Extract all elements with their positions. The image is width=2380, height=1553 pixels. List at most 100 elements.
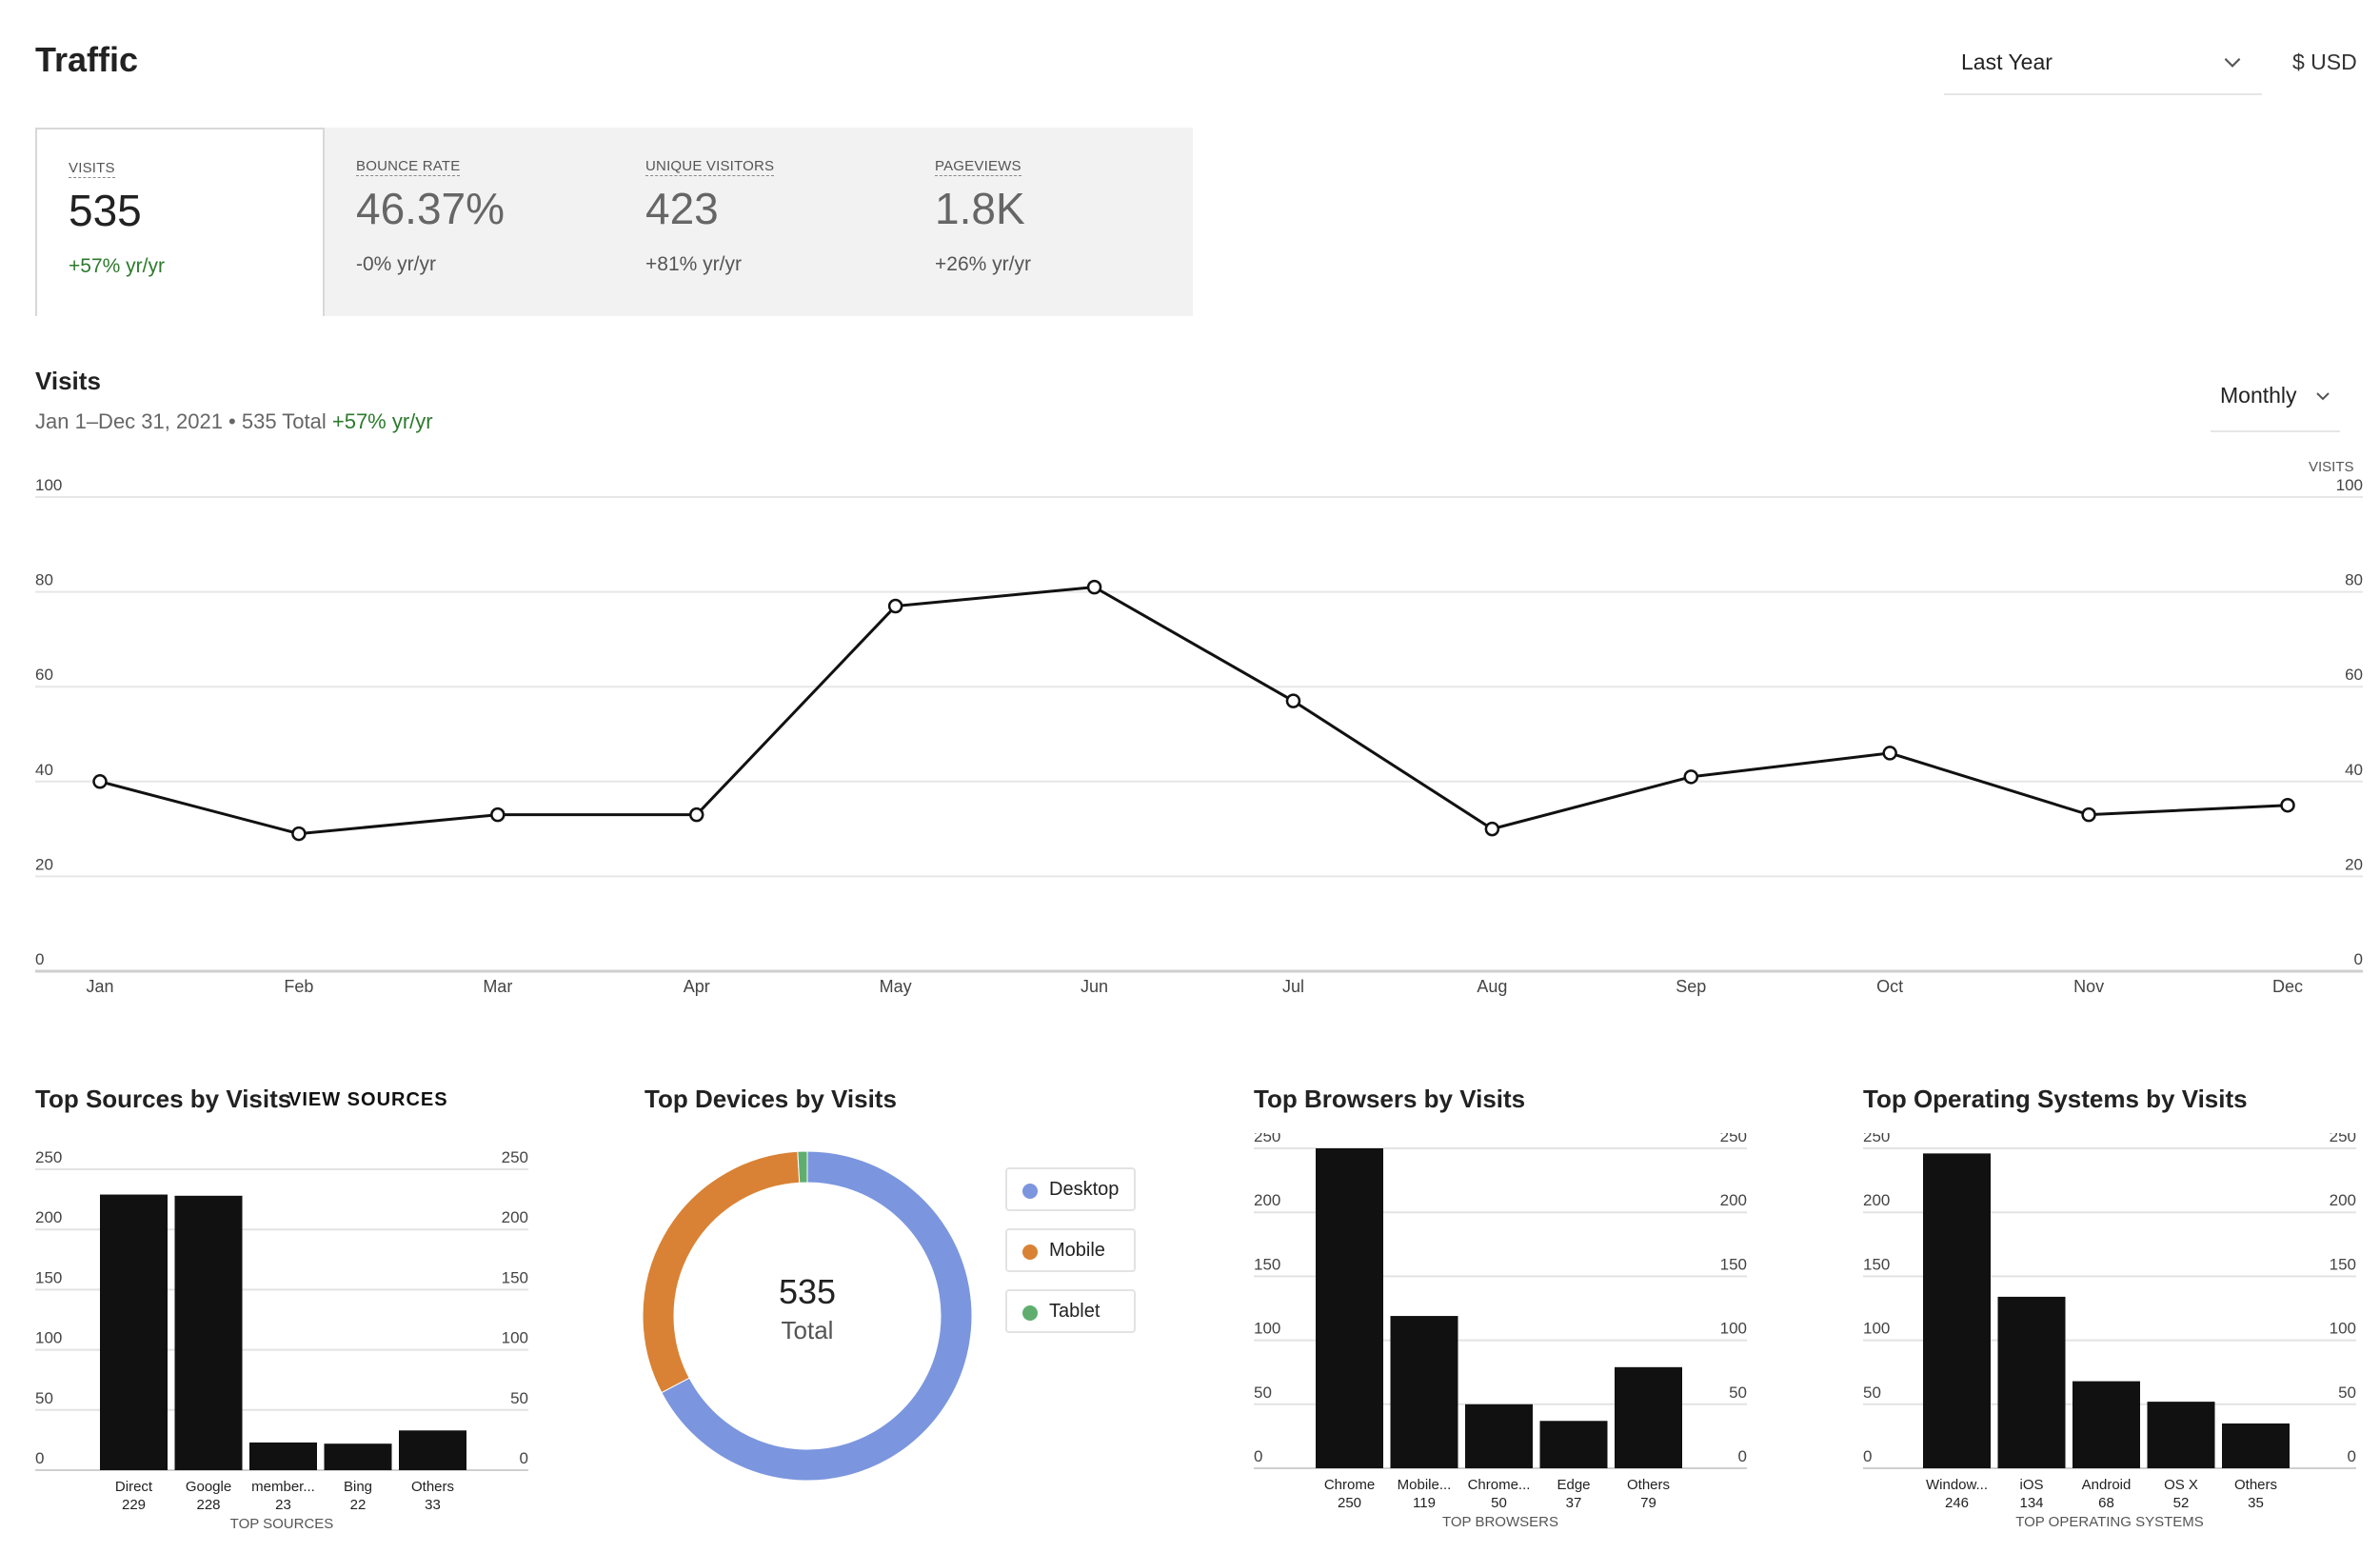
devices-donut-chart xyxy=(642,1150,973,1482)
legend-label: Tablet xyxy=(1049,1301,1101,1322)
data-point xyxy=(291,826,307,842)
bar-value-label: 35 xyxy=(2248,1495,2264,1511)
legend-item-desktop[interactable]: Desktop xyxy=(1005,1167,1136,1211)
os-title: Top Operating Systems by Visits xyxy=(1863,1085,2248,1113)
y-tick-label-right: 50 xyxy=(1729,1384,1747,1402)
chevron-down-icon xyxy=(2316,392,2330,401)
y-tick-label-left: 200 xyxy=(1863,1191,1890,1209)
bar-value-label: 79 xyxy=(1640,1495,1656,1511)
x-tick-label: Aug xyxy=(1477,977,1507,996)
y-tick-label-right: 150 xyxy=(1720,1255,1747,1273)
y-tick-label-left: 40 xyxy=(35,761,53,779)
y-tick-label-right: 0 xyxy=(2354,950,2363,968)
bar-value-label: 23 xyxy=(275,1497,291,1513)
data-point xyxy=(1285,693,1301,708)
bar xyxy=(2147,1402,2215,1468)
bar xyxy=(1997,1296,2066,1468)
kpi-change: -0% yr/yr xyxy=(356,253,436,275)
x-tick-label: Jan xyxy=(86,977,113,996)
y-tick-label-right: 100 xyxy=(2336,476,2363,494)
x-axis-title: TOP BROWSERS xyxy=(1442,1514,1558,1530)
x-tick-label: Jun xyxy=(1081,977,1108,996)
bar-category-label: Mobile... xyxy=(1398,1477,1452,1493)
y-tick-label-right: 80 xyxy=(2345,571,2363,589)
kpi-value: 535 xyxy=(69,186,142,235)
y-tick-label-right: 100 xyxy=(1720,1320,1747,1338)
bar-value-label: 37 xyxy=(1566,1495,1582,1511)
kpi-value: 46.37% xyxy=(356,184,506,233)
legend-item-tablet[interactable]: Tablet xyxy=(1005,1289,1136,1333)
y-tick-label-right: 200 xyxy=(502,1208,528,1226)
x-tick-label: Nov xyxy=(2073,977,2104,996)
y-tick-label-left: 250 xyxy=(1254,1133,1280,1145)
kpi-value: 1.8K xyxy=(935,184,1025,233)
bar xyxy=(100,1194,168,1470)
y-tick-label-left: 50 xyxy=(35,1389,53,1407)
data-point xyxy=(1484,821,1500,837)
visits-subtitle: Jan 1–Dec 31, 2021 • 535 Total +57% yr/y… xyxy=(35,409,433,434)
bar xyxy=(2222,1423,2290,1468)
bar xyxy=(1465,1404,1533,1468)
data-point xyxy=(887,598,903,614)
y-tick-label-left: 150 xyxy=(1863,1255,1890,1273)
bar-value-label: 134 xyxy=(2019,1495,2043,1511)
y-tick-label-right: 250 xyxy=(502,1148,528,1166)
data-point xyxy=(92,774,108,789)
kpi-tabs: VISITS 535 +57% yr/yr BOUNCE RATE 46.37%… xyxy=(35,128,1193,316)
y-tick-label-right: 150 xyxy=(2330,1255,2356,1273)
period-select[interactable]: Monthly xyxy=(2211,373,2340,432)
y-tick-label-left: 20 xyxy=(35,855,53,873)
data-point xyxy=(2081,806,2096,823)
date-range-label: Last Year xyxy=(1961,50,2053,74)
x-tick-label: Sep xyxy=(1676,977,1706,996)
view-sources-link[interactable]: VIEW SOURCES xyxy=(288,1089,448,1110)
y-tick-label-left: 150 xyxy=(35,1268,62,1286)
y-tick-label-left: 0 xyxy=(35,1449,44,1467)
y-tick-label-right: 20 xyxy=(2345,855,2363,873)
x-tick-label: Mar xyxy=(483,977,512,996)
sources-title: Top Sources by Visits xyxy=(35,1085,292,1113)
kpi-change: +57% yr/yr xyxy=(69,255,165,277)
kpi-tab-visits[interactable]: VISITS 535 +57% yr/yr xyxy=(35,128,325,316)
x-axis-title: TOP OPERATING SYSTEMS xyxy=(2015,1514,2204,1530)
bar-category-label: Others xyxy=(2234,1477,2277,1493)
data-point xyxy=(688,806,704,823)
bar xyxy=(1615,1366,1682,1468)
kpi-tab-unique-visitors[interactable]: UNIQUE VISITORS 423 +81% yr/yr xyxy=(614,128,903,316)
bar-value-label: 22 xyxy=(350,1497,367,1513)
legend-dot-mobile xyxy=(1022,1244,1038,1260)
visits-date-total: Jan 1–Dec 31, 2021 • 535 Total xyxy=(35,409,332,433)
donut-total-value: 535 xyxy=(778,1272,837,1311)
currency-selector[interactable]: $ USD xyxy=(2292,50,2357,74)
bar-value-label: 250 xyxy=(1338,1495,1361,1511)
y-tick-label-left: 150 xyxy=(1254,1255,1280,1273)
kpi-tab-pageviews[interactable]: PAGEVIEWS 1.8K +26% yr/yr xyxy=(903,128,1193,316)
y-tick-label-right: 200 xyxy=(1720,1191,1747,1209)
y-tick-label-right: 100 xyxy=(502,1329,528,1347)
data-point xyxy=(1882,746,1897,761)
bar-value-label: 52 xyxy=(2173,1495,2190,1511)
bar-category-label: iOS xyxy=(2019,1477,2043,1493)
bar-category-label: Android xyxy=(2082,1477,2132,1493)
bar-value-label: 229 xyxy=(122,1497,146,1513)
bar xyxy=(1923,1153,1991,1468)
bar-category-label: Edge xyxy=(1557,1477,1590,1493)
legend-item-mobile[interactable]: Mobile xyxy=(1005,1228,1136,1272)
bar xyxy=(1316,1148,1383,1468)
y-tick-label-left: 200 xyxy=(35,1208,62,1226)
bar-value-label: 33 xyxy=(425,1497,441,1513)
bar xyxy=(2073,1381,2140,1468)
y-tick-label-left: 100 xyxy=(1254,1320,1280,1338)
bar-category-label: Others xyxy=(1627,1477,1670,1493)
y-tick-label-right: 200 xyxy=(2330,1191,2356,1209)
x-tick-label: May xyxy=(880,977,912,996)
bar-category-label: Chrome xyxy=(1324,1477,1375,1493)
legend-dot-tablet xyxy=(1022,1305,1038,1321)
bar-category-label: Others xyxy=(411,1479,454,1495)
kpi-change: +26% yr/yr xyxy=(935,253,1031,275)
donut-slice-tablet xyxy=(797,1150,808,1184)
bar xyxy=(324,1443,392,1470)
y-tick-label-left: 0 xyxy=(35,950,44,968)
date-range-select[interactable]: Last Year xyxy=(1944,38,2262,95)
kpi-tab-bounce-rate[interactable]: BOUNCE RATE 46.37% -0% yr/yr xyxy=(325,128,614,316)
